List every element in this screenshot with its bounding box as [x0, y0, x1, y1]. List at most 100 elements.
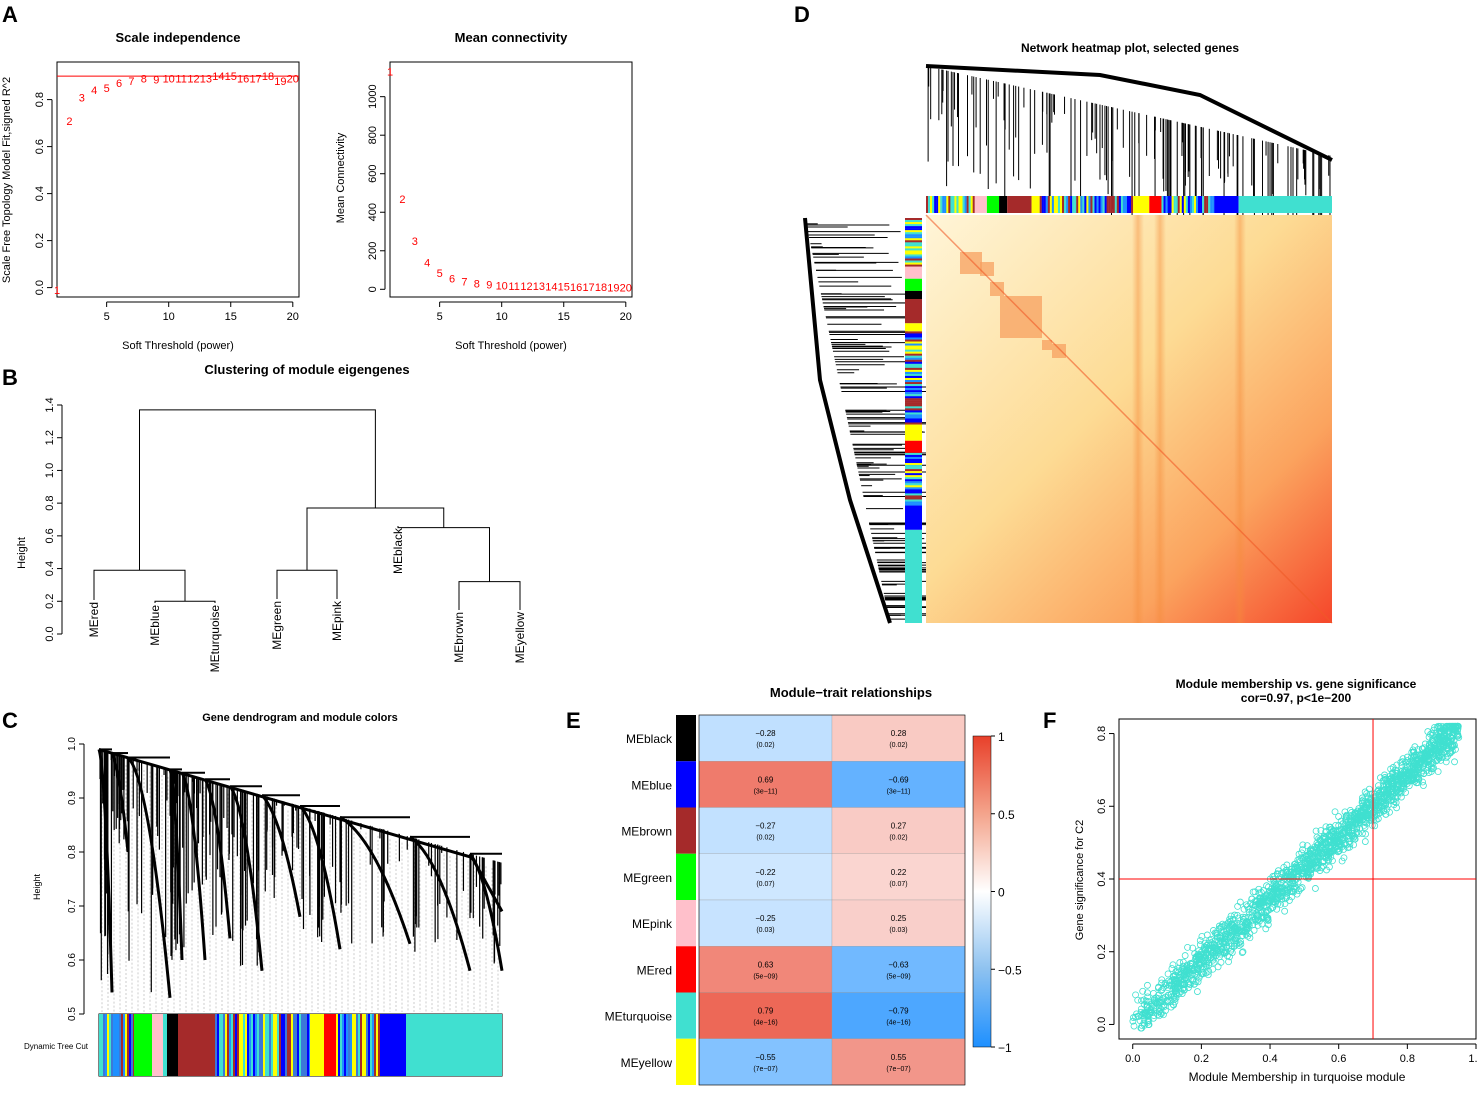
- network-module-stripe: [1212, 196, 1215, 213]
- gene-dendrogram-y-tick-label: 0.9: [67, 791, 78, 805]
- mm-gs-ylabel: Gene significance for C2: [1074, 820, 1086, 940]
- network-module-stripe: [1102, 196, 1105, 213]
- gene-point: [1338, 857, 1346, 865]
- gene-point: [1277, 900, 1285, 908]
- network-module-stripe: [905, 481, 922, 484]
- gene-point: [1249, 888, 1257, 896]
- network-module-stripe: [1185, 196, 1189, 213]
- network-module-stripe: [1179, 196, 1182, 213]
- module-color-stripe: [277, 1014, 279, 1076]
- module-color-segment: [163, 1014, 167, 1076]
- module-color-stripe: [221, 1014, 223, 1076]
- network-module-stripe: [934, 196, 937, 213]
- gene-point: [1181, 975, 1188, 983]
- network-module-stripe: [905, 499, 922, 502]
- gene-point: [1200, 953, 1208, 961]
- gene-point: [1181, 952, 1189, 959]
- gene-point: [1147, 1009, 1154, 1016]
- trait-row-color: [676, 900, 696, 947]
- network-module-stripe: [1200, 196, 1203, 213]
- gene-dendrogram-cluster: [110, 752, 130, 853]
- gene-point: [1298, 867, 1306, 875]
- gene-point: [1239, 913, 1247, 921]
- mm-gs-x-tick-label: 0.6: [1331, 1053, 1346, 1065]
- gene-point: [1432, 744, 1440, 752]
- gene-point: [1193, 971, 1201, 979]
- module-color-stripe: [227, 1014, 229, 1076]
- network-module-stripe: [1084, 196, 1087, 213]
- gene-point: [1169, 961, 1177, 969]
- network-module-stripe: [905, 226, 922, 229]
- gene-point: [1155, 983, 1162, 991]
- scale-independence-y-tick-label: 0.8: [34, 92, 46, 107]
- mm-gs-x-tick-label: 0.4: [1262, 1053, 1277, 1065]
- eigengene-dendrogram-y-tick-label: 0.0: [44, 626, 56, 641]
- gene-point: [1342, 841, 1350, 849]
- gene-point: [1226, 934, 1234, 942]
- mean-connectivity-x-tick-label: 10: [496, 311, 508, 323]
- trait-row-color: [676, 853, 696, 900]
- gene-point: [1420, 782, 1427, 789]
- module-color-stripe: [275, 1014, 277, 1076]
- power-point-label: 18: [262, 71, 274, 83]
- trait-cell-pvalue: (0.07): [889, 881, 907, 888]
- gene-point: [1299, 846, 1306, 854]
- network-module-stripe: [905, 483, 922, 486]
- network-module-stripe: [1062, 196, 1065, 213]
- gene-point: [1318, 849, 1326, 856]
- gene-point: [1216, 932, 1224, 939]
- eigengene-dendrogram-chart: Clustering of module eigengenes 0.0 0.2 0.…: [16, 362, 527, 672]
- mm-gs-title: Module membership vs. gene significance: [1176, 677, 1417, 691]
- gene-point: [1390, 798, 1398, 805]
- network-module-stripe: [905, 377, 922, 381]
- eigengene-leaf-label: MEbrown: [452, 612, 466, 663]
- gene-point: [1196, 941, 1204, 949]
- module-color-segment: [324, 1014, 336, 1076]
- gene-point: [1168, 965, 1176, 972]
- gene-point: [1232, 927, 1240, 935]
- gene-point: [1301, 853, 1309, 860]
- network-module-stripe: [905, 384, 922, 387]
- network-module-stripe: [1202, 196, 1205, 213]
- mean-connectivity-title: Mean connectivity: [455, 30, 568, 45]
- module-color-stripe: [281, 1014, 283, 1076]
- power-point-label: 12: [187, 73, 199, 85]
- module-color-stripe: [237, 1014, 239, 1076]
- trait-cell-value: −0.27: [755, 822, 776, 831]
- network-module-stripe: [905, 404, 922, 407]
- module-color-stripe: [243, 1014, 245, 1076]
- power-point-label: 10: [163, 73, 175, 85]
- eigengene-dendrogram-ylabel: Height: [16, 537, 28, 569]
- gene-point: [1325, 852, 1333, 860]
- trait-cell-pvalue: (0.07): [756, 881, 774, 888]
- connectivity-point-label: 5: [437, 268, 443, 280]
- mm-gs-scatter-chart: Module membership vs. gene significance …: [1074, 677, 1477, 1084]
- gene-point: [1234, 902, 1242, 910]
- power-point-label: 3: [79, 92, 85, 104]
- network-module-stripe: [905, 491, 922, 494]
- network-module-stripe: [1096, 196, 1099, 213]
- module-color-segment: [134, 1014, 152, 1076]
- gene-point: [1429, 731, 1437, 739]
- network-module-segment: [905, 266, 922, 279]
- gene-point: [1140, 1001, 1148, 1008]
- module-color-segment: [152, 1014, 163, 1076]
- trait-row-color: [676, 807, 696, 854]
- module-color-stripe: [99, 1014, 101, 1076]
- gene-point: [1241, 919, 1249, 927]
- gene-point: [1155, 1007, 1163, 1015]
- eigengene-leaf-label: MEgreen: [270, 601, 284, 650]
- network-module-stripe: [1066, 196, 1069, 213]
- trait-row-label: MEblue: [631, 778, 672, 792]
- gene-point: [1439, 746, 1447, 754]
- connectivity-point-label: 13: [533, 281, 545, 293]
- network-module-stripe: [905, 386, 922, 389]
- gene-point: [1379, 782, 1387, 790]
- network-module-stripe: [938, 196, 941, 213]
- gene-point: [1290, 885, 1298, 893]
- network-heatmap-diagonal: [925, 214, 1333, 624]
- network-module-stripe: [1076, 196, 1079, 213]
- panel-letter-f: F: [1043, 708, 1056, 733]
- trait-legend-label: −1: [998, 1041, 1012, 1055]
- gene-point: [1151, 995, 1158, 1002]
